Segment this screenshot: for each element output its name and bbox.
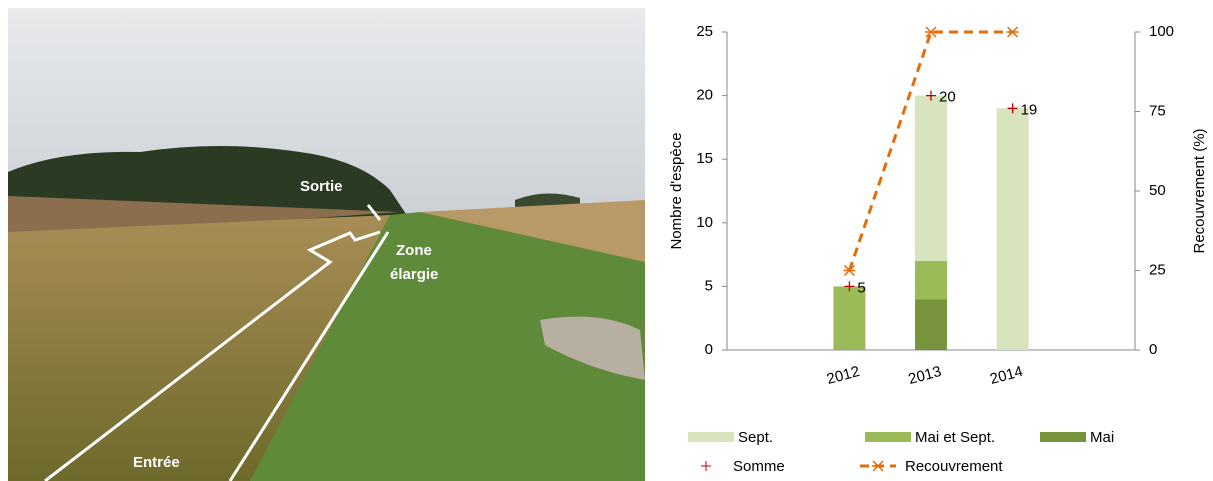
legend-label: Sept.	[738, 429, 773, 446]
x-tick-label: 2014	[988, 363, 1025, 388]
legend-swatch	[865, 432, 911, 442]
data-label: 19	[1021, 101, 1038, 118]
marker	[844, 281, 855, 292]
legend-label: Somme	[733, 458, 785, 475]
field	[8, 215, 390, 481]
photo-label: Zone	[396, 242, 432, 259]
legend-swatch	[688, 432, 734, 442]
legend-swatch	[872, 460, 884, 472]
line-marker	[1006, 26, 1019, 38]
y2-tick-label: 100	[1149, 23, 1174, 40]
y2-tick-label: 25	[1149, 261, 1166, 278]
chart: 0 5 10 15 20 25 0 25 50 75 100 Nombre d'espèce Recou…	[668, 23, 1208, 475]
x-tick-label: 2012	[825, 363, 862, 388]
legend-swatch	[701, 461, 711, 471]
line-marker	[843, 264, 856, 277]
legend-label: Mai	[1090, 429, 1114, 446]
legend-label: Recouvrement	[905, 458, 1003, 475]
data-label: 5	[857, 279, 865, 296]
bar	[915, 299, 947, 350]
photo: Sortie Zone élargie Entrée	[8, 8, 645, 481]
y-tick-label: 15	[696, 150, 713, 167]
y2-tick-label: 50	[1149, 182, 1166, 199]
y-tick-label: 5	[705, 277, 713, 294]
line	[847, 30, 1013, 271]
data-label: 20	[939, 89, 956, 106]
outline	[44, 204, 390, 481]
legend-swatch	[1040, 432, 1086, 442]
bar	[996, 108, 1029, 350]
y-tick-label: 0	[705, 341, 713, 358]
legend-label: Mai et Sept.	[915, 429, 995, 446]
y-tick-label: 20	[696, 87, 713, 104]
photo-label: élargie	[390, 266, 438, 283]
marker	[1007, 103, 1018, 114]
bar	[915, 95, 947, 261]
puddle	[540, 316, 645, 380]
y2-tick-label: 0	[1149, 341, 1157, 358]
bar	[915, 260, 947, 300]
y-tick-label: 25	[696, 23, 713, 40]
y2-tick-label: 75	[1149, 102, 1166, 119]
marker	[926, 90, 936, 101]
x-tick-label: 2013	[907, 363, 944, 388]
y-tick-label: 10	[696, 214, 713, 231]
y2-label: Recouvrement (%)	[1191, 128, 1208, 253]
path	[250, 212, 645, 481]
line-marker	[925, 26, 937, 38]
y-label: Nombre d'espèce	[668, 132, 685, 249]
field	[420, 200, 645, 262]
photo-label: Sortie	[300, 178, 343, 195]
photo-label: Entrée	[133, 454, 180, 471]
bar	[833, 286, 866, 350]
